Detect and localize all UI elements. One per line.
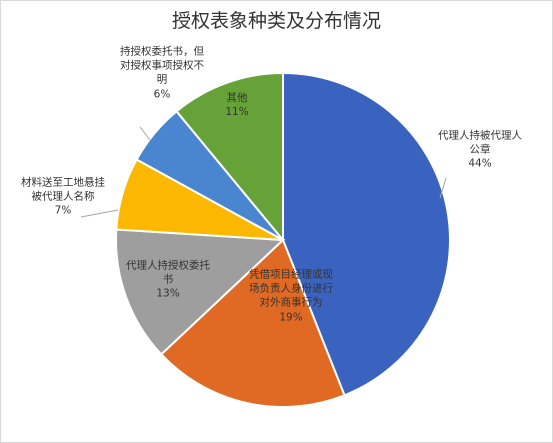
slice-label: 代理人持被代理人 公章 44% <box>438 129 522 172</box>
slice-label: 持授权委托书，但 对授权事项授权不明 6% <box>120 45 204 102</box>
slice-percent: 6% <box>153 88 171 101</box>
leader-line <box>439 177 447 199</box>
slice-label-line: 对授权事项授权不 <box>120 59 204 72</box>
pie-slice <box>159 238 346 408</box>
slice-label-line: 代理人持被代理人 <box>438 129 522 142</box>
pie-slice <box>282 71 451 397</box>
slice-label: 其他 11% <box>225 91 248 119</box>
slice-label-line: 代理人持授权委托 <box>126 259 210 272</box>
slice-percent: 19% <box>279 311 303 324</box>
slice-label-line: 凭借项目经理或现 <box>249 268 333 281</box>
slice-percent: 44% <box>468 158 492 171</box>
slice-label: 代理人持授权委托书 13% <box>126 259 210 302</box>
slice-label-line: 场负责人身份进行 <box>249 282 333 295</box>
leader-line <box>139 126 151 141</box>
slice-label-line: 对外商事行为 <box>259 297 323 309</box>
slice-label-line: 公章 <box>469 143 491 156</box>
pie-slice <box>175 71 284 243</box>
pie-slice <box>115 228 286 356</box>
slice-label-line: 明 <box>156 74 168 86</box>
slice-label-line: 书 <box>162 273 174 286</box>
slice-label-line: 被代理人名称 <box>31 190 95 203</box>
slice-percent: 11% <box>225 106 249 118</box>
chart-title: 授权表象种类及分布情况 <box>171 10 381 32</box>
slice-label-line: 持授权委托书，但 <box>120 45 204 58</box>
leader-line <box>80 209 119 218</box>
slice-label-line: 其他 <box>226 91 248 104</box>
slice-label-line: 材料送至工地悬挂 <box>21 176 105 189</box>
slice-percent: 7% <box>54 205 72 218</box>
slice-label: 材料送至工地悬挂 被代理人名称 7% <box>21 176 105 219</box>
slice-label: 凭借项目经理或现 场负责人身份进行 对外商事行为 19% <box>249 268 333 325</box>
slice-percent: 13% <box>156 288 180 301</box>
